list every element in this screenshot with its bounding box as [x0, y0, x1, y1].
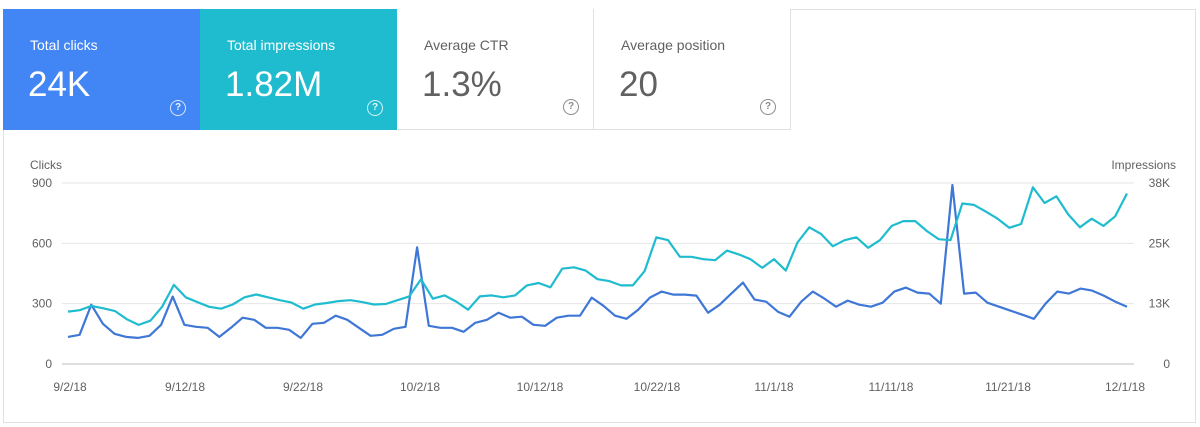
average-position-value: 20	[619, 65, 658, 104]
impressions-series-line[interactable]	[67, 186, 1128, 326]
x-tick-label: 11/1/18	[754, 380, 793, 394]
x-tick-label: 9/22/18	[283, 380, 323, 394]
x-tick-label: 9/2/18	[53, 380, 87, 394]
y-right-tick-label: 0	[1163, 357, 1170, 371]
y-right-tick-label: 25K	[1149, 236, 1170, 250]
x-tick-label: 11/11/18	[869, 380, 914, 394]
y-right-tick-label: 38K	[1149, 176, 1170, 190]
average-ctr-card[interactable]: Average CTR 1.3% ?	[397, 9, 594, 130]
x-tick-label: 10/12/18	[517, 380, 564, 394]
x-tick-label: 9/12/18	[165, 380, 205, 394]
total-clicks-label: Total clicks	[30, 37, 98, 53]
y-left-tick-label: 300	[32, 297, 52, 311]
x-tick-label: 11/21/18	[985, 380, 1031, 394]
help-circle-icon[interactable]: ?	[170, 100, 186, 116]
help-circle-icon[interactable]: ?	[760, 99, 776, 115]
x-tick-label: 10/22/18	[634, 380, 681, 394]
average-position-label: Average position	[621, 37, 726, 53]
average-ctr-label: Average CTR	[424, 37, 509, 53]
metric-cards: Total clicks 24K ? Total impressions 1.8…	[3, 9, 791, 130]
y-right-axis-title: Impressions	[1111, 158, 1176, 172]
y-left-tick-label: 600	[32, 236, 52, 250]
x-tick-label: 10/2/18	[400, 380, 440, 394]
x-tick-label: 12/1/18	[1105, 380, 1145, 394]
average-position-card[interactable]: Average position 20 ?	[594, 9, 791, 130]
y-left-tick-label: 0	[45, 357, 52, 371]
y-left-axis-title: Clicks	[30, 158, 62, 172]
help-circle-icon[interactable]: ?	[563, 99, 579, 115]
total-clicks-value: 24K	[28, 65, 91, 104]
average-ctr-value: 1.3%	[422, 65, 502, 104]
total-impressions-label: Total impressions	[227, 37, 336, 53]
clicks-series-line[interactable]	[67, 183, 1128, 339]
y-right-tick-label: 13K	[1149, 297, 1170, 311]
help-circle-icon[interactable]: ?	[367, 100, 383, 116]
y-left-tick-label: 900	[32, 176, 52, 190]
total-impressions-value: 1.82M	[225, 65, 323, 104]
total-impressions-card[interactable]: Total impressions 1.82M ?	[200, 9, 397, 130]
total-clicks-card[interactable]: Total clicks 24K ?	[3, 9, 200, 130]
